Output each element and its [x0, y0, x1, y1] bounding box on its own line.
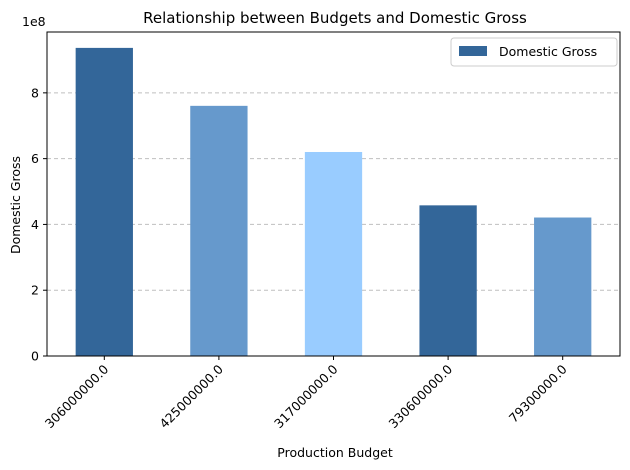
y-ticks: 0 2 4 6 8	[31, 85, 47, 364]
grid-lines	[47, 92, 620, 291]
bars	[75, 47, 592, 356]
legend-label-domestic-gross: Domestic Gross	[499, 44, 597, 59]
x-tick-label: 79300000.0	[506, 361, 570, 425]
bar-330600000.0	[419, 205, 477, 356]
chart-title: Relationship between Budgets and Domesti…	[143, 9, 527, 27]
y-tick-label: 4	[31, 217, 39, 232]
y-tick-label: 2	[31, 283, 39, 298]
bar-317000000.0	[304, 151, 363, 356]
x-tick-label: 306000000.0	[42, 361, 112, 431]
bar-425000000.0	[190, 105, 248, 356]
bar-306000000.0	[75, 47, 133, 356]
y-tick-label: 6	[31, 151, 39, 166]
x-tick-label: 317000000.0	[271, 361, 341, 431]
x-tick-label: 425000000.0	[156, 361, 226, 431]
legend-swatch	[459, 46, 487, 56]
legend: Domestic Gross	[450, 37, 618, 67]
bar-79300000.0	[534, 217, 592, 356]
y-axis-title: Domestic Gross	[8, 156, 23, 254]
y-tick-label: 0	[31, 349, 39, 364]
y-scale-label: 1e8	[22, 14, 46, 29]
y-tick-label: 8	[31, 85, 39, 100]
x-axis-title: Production Budget	[277, 445, 393, 460]
x-ticks: 306000000.0 425000000.0 317000000.0 3306000…	[42, 356, 570, 431]
x-tick-label: 330600000.0	[386, 361, 456, 431]
legend-frame	[450, 37, 618, 67]
